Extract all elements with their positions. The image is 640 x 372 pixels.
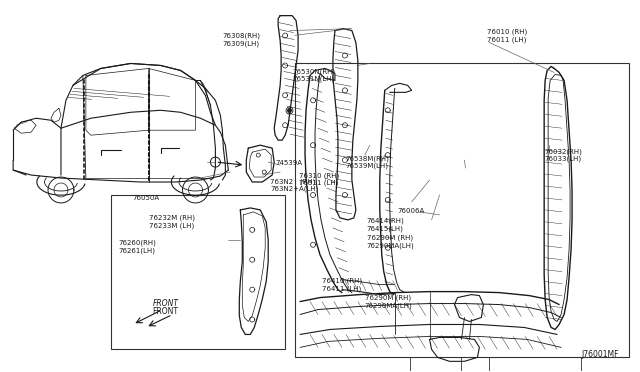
Bar [111, 195, 285, 349]
Text: J76001MF: J76001MF [581, 350, 619, 359]
Text: 76290M (RH)
76290MA(LH): 76290M (RH) 76290MA(LH) [365, 295, 413, 309]
Bar [461, 357, 581, 372]
Text: FRONT: FRONT [152, 307, 179, 316]
Text: 76410 (RH)
76411 (LH): 76410 (RH) 76411 (LH) [322, 278, 362, 292]
Bar [295, 64, 629, 357]
Text: 76538M(RH)
76539M(LH): 76538M(RH) 76539M(LH) [345, 155, 388, 169]
Text: 76260(RH)
76261(LH): 76260(RH) 76261(LH) [119, 240, 157, 254]
Text: 76050A: 76050A [132, 195, 160, 201]
Text: 76308(RH)
76309(LH): 76308(RH) 76309(LH) [222, 33, 260, 46]
Text: 76290M (RH)
76290MA(LH): 76290M (RH) 76290MA(LH) [367, 235, 415, 249]
Text: 74539A: 74539A [275, 160, 302, 166]
Text: 76032(RH)
76033(LH): 76032(RH) 76033(LH) [544, 148, 582, 162]
Text: 76530N(RH)
76531N(LH): 76530N(RH) 76531N(LH) [292, 68, 335, 83]
Text: 76414(RH)
76415(LH): 76414(RH) 76415(LH) [367, 218, 404, 232]
Text: FRONT: FRONT [152, 299, 179, 308]
Text: 763N2   (RH)
763N2+A(LH): 763N2 (RH) 763N2+A(LH) [270, 178, 319, 192]
Text: 76006A: 76006A [397, 208, 425, 214]
Text: 76010 (RH)
76011 (LH): 76010 (RH) 76011 (LH) [488, 29, 527, 42]
Text: 76232M (RH)
76233M (LH): 76232M (RH) 76233M (LH) [148, 215, 195, 229]
Text: 76310 (RH)
76311 (LH): 76310 (RH) 76311 (LH) [299, 172, 339, 186]
Bar [410, 357, 490, 372]
